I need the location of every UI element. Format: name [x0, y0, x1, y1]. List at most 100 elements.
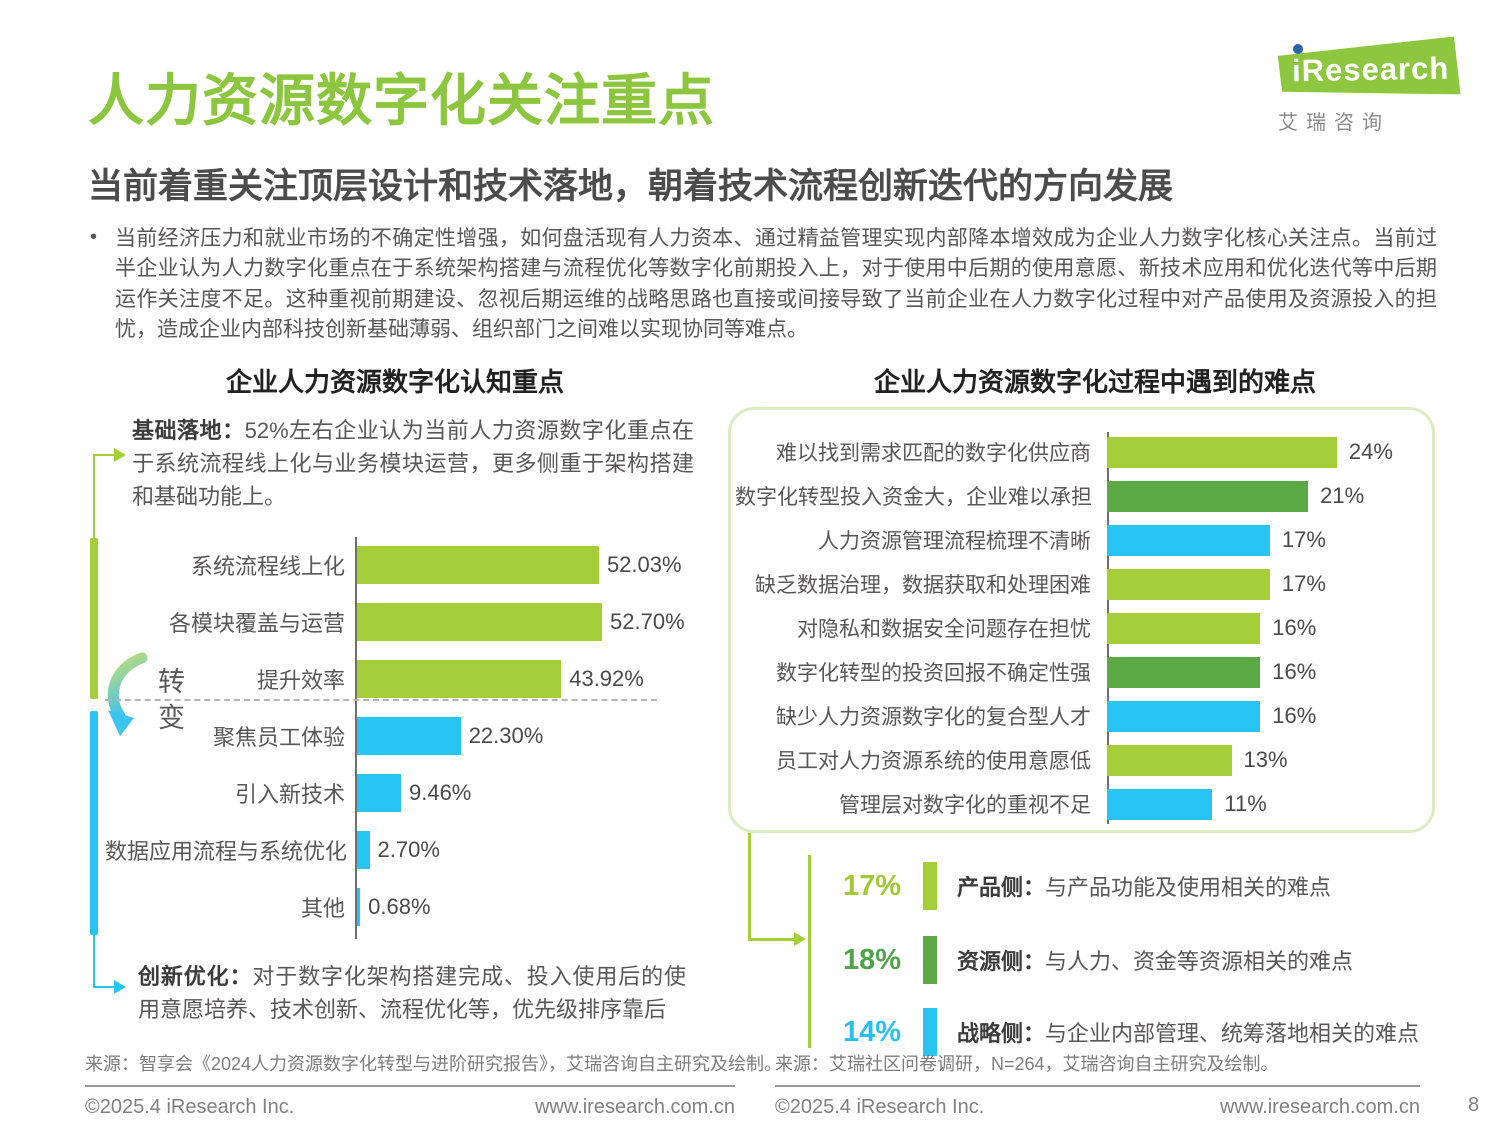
logo-i-dot-icon — [1293, 44, 1303, 54]
section-subtitle: 当前着重关注顶层设计和技术落地，朝着技术流程创新迭代的方向发展 — [88, 167, 1174, 206]
value-label: 17% — [1281, 527, 1326, 552]
legend-connector-hline — [748, 938, 796, 941]
left-chart-title: 企业人力资源数字化认知重点 — [225, 367, 564, 397]
bar — [1107, 436, 1337, 468]
right-chart-frame — [728, 407, 1435, 833]
left-chart-row: 各模块覆盖与运营 52.70% — [105, 593, 705, 650]
blue-arrow-icon — [114, 980, 126, 994]
legend-text: 战略侧：与企业内部管理、统筹落地相关的难点 — [957, 1021, 1420, 1046]
category-label: 系统流程线上化 — [190, 553, 345, 579]
bar — [1107, 744, 1232, 776]
value-label: 9.46% — [408, 779, 472, 805]
legend-item-product: 17% 产品侧：与产品功能及使用相关的难点 — [843, 862, 1331, 910]
category-label: 聚焦员工体验 — [212, 724, 345, 750]
iresearch-logo: iResearch 艾瑞咨询 — [1278, 38, 1468, 135]
source-note-right: 来源：艾瑞社区问卷调研，N=264，艾瑞咨询自主研究及绘制。 — [775, 1054, 1279, 1074]
legend-rail — [808, 855, 811, 1048]
copyright-text: ©2025.4 iResearch Inc. — [775, 1096, 985, 1118]
value-label: 52.70% — [610, 608, 685, 634]
value-label: 16% — [1272, 615, 1317, 640]
website-url: www.iresearch.com.cn — [1219, 1096, 1420, 1118]
left-chart-row: 引入新技术 9.46% — [105, 764, 705, 821]
value-label: 24% — [1348, 439, 1393, 464]
bar — [1107, 480, 1309, 512]
green-connector-hline — [93, 454, 115, 456]
bar — [1107, 700, 1261, 732]
blue-connector-vline — [93, 933, 95, 988]
right-chart-row: 人力资源管理流程梳理不清晰 17% — [735, 518, 1425, 562]
category-label: 缺乏数据治理，数据获取和处理困难 — [755, 574, 1091, 597]
category-label: 对隐私和数据安全问题存在担忧 — [797, 618, 1091, 641]
value-label: 16% — [1272, 703, 1317, 728]
annotation-foundation: 基础落地：52%左右企业认为当前人力资源数字化重点在于系统流程线上化与业务模块运… — [132, 414, 694, 513]
category-label: 员工对人力资源系统的使用意愿低 — [776, 750, 1091, 773]
legend-arrow-icon — [794, 932, 806, 946]
right-bar-chart: 难以找到需求匹配的数字化供应商 24% 数字化转型投入资金大，企业难以承担 21… — [735, 430, 1425, 826]
category-label: 提升效率 — [256, 667, 345, 693]
annotation-foundation-lead: 基础落地： — [132, 418, 245, 443]
value-label: 17% — [1281, 571, 1326, 596]
legend-swatch — [923, 862, 937, 910]
bar — [357, 545, 599, 584]
bar — [1107, 788, 1213, 820]
right-chart-row: 对隐私和数据安全问题存在担忧 16% — [735, 606, 1425, 650]
blue-group-rail — [90, 711, 98, 935]
value-label: 43.92% — [569, 665, 644, 691]
logo-chinese-name: 艾瑞咨询 — [1278, 112, 1390, 134]
category-label: 数字化转型投入资金大，企业难以承担 — [735, 486, 1092, 509]
annotation-foundation-text: 52%左右企业认为当前人力资源数字化重点在于系统流程线上化与业务模块运营，更多侧… — [132, 418, 694, 509]
right-chart-row: 员工对人力资源系统的使用意愿低 13% — [735, 738, 1425, 782]
left-chart-row: 系统流程线上化 52.03% — [105, 536, 705, 593]
legend-connector-vline — [748, 833, 751, 940]
legend-swatch — [923, 936, 937, 984]
divider-dashed-line — [105, 699, 657, 701]
left-chart-row: 数据应用流程与系统优化 2.70% — [105, 821, 705, 878]
bar — [357, 716, 461, 755]
green-group-rail — [90, 538, 98, 699]
legend-percent: 17% — [843, 869, 902, 902]
right-chart-row: 缺少人力资源数字化的复合型人才 16% — [735, 694, 1425, 738]
legend-percent: 18% — [843, 943, 902, 976]
value-label: 22.30% — [468, 722, 544, 748]
category-label: 数据应用流程与系统优化 — [105, 838, 348, 864]
bar — [357, 602, 603, 641]
right-chart-title: 企业人力资源数字化过程中遇到的难点 — [873, 367, 1316, 397]
bar — [1107, 612, 1261, 644]
legend-text: 资源侧：与人力、资金等资源相关的难点 — [957, 949, 1354, 974]
category-label: 人力资源管理流程梳理不清晰 — [818, 530, 1091, 553]
left-chart-axis — [355, 537, 357, 939]
footer-right: ©2025.4 iResearch Inc. www.iresearch.com… — [775, 1085, 1420, 1119]
logo-flag: iResearch — [1278, 36, 1461, 97]
left-bar-chart: 系统流程线上化 52.03% 各模块覆盖与运营 52.70% 提升效率 43.9… — [105, 536, 705, 935]
blue-connector-hline — [93, 986, 115, 988]
right-chart-row: 数字化转型投入资金大，企业难以承担 21% — [735, 474, 1425, 518]
value-label: 52.03% — [606, 551, 682, 577]
bar — [1107, 656, 1261, 688]
right-chart-row: 缺乏数据治理，数据获取和处理困难 17% — [735, 562, 1425, 606]
value-label: 13% — [1243, 747, 1288, 772]
left-chart-row: 提升效率 43.92% — [105, 650, 705, 707]
logo-brand-text: iResearch — [1291, 50, 1450, 89]
bullet-icon: • — [90, 226, 98, 248]
bar — [357, 659, 562, 698]
legend-swatch — [923, 1008, 937, 1056]
website-url: www.iresearch.com.cn — [534, 1096, 735, 1118]
category-label: 数字化转型的投资回报不确定性强 — [776, 662, 1091, 685]
bar — [1107, 568, 1270, 600]
value-label: 2.70% — [377, 836, 440, 862]
annotation-innovation: 创新优化：对于数字化架构搭建完成、投入使用后的使用意愿培养、技术创新、流程优化等… — [138, 960, 686, 1026]
right-chart-row: 难以找到需求匹配的数字化供应商 24% — [735, 430, 1425, 474]
category-label: 管理层对数字化的重视不足 — [839, 794, 1091, 817]
value-label: 11% — [1224, 791, 1267, 816]
left-chart-row: 聚焦员工体验 22.30% — [105, 707, 705, 764]
category-label: 难以找到需求匹配的数字化供应商 — [776, 442, 1091, 465]
annotation-innovation-text: 对于数字化架构搭建完成、投入使用后的使用意愿培养、技术创新、流程优化等，优先级排… — [138, 964, 686, 1022]
transition-label: 转 变 — [158, 667, 185, 733]
annotation-innovation-lead: 创新优化： — [138, 964, 253, 989]
value-label: 0.68% — [368, 893, 431, 919]
left-chart-row: 其他 0.68% — [105, 878, 705, 935]
green-arrow-icon — [114, 448, 126, 462]
transition-curve-arrow-icon — [107, 652, 148, 736]
right-chart-row: 管理层对数字化的重视不足 11% — [735, 782, 1425, 826]
